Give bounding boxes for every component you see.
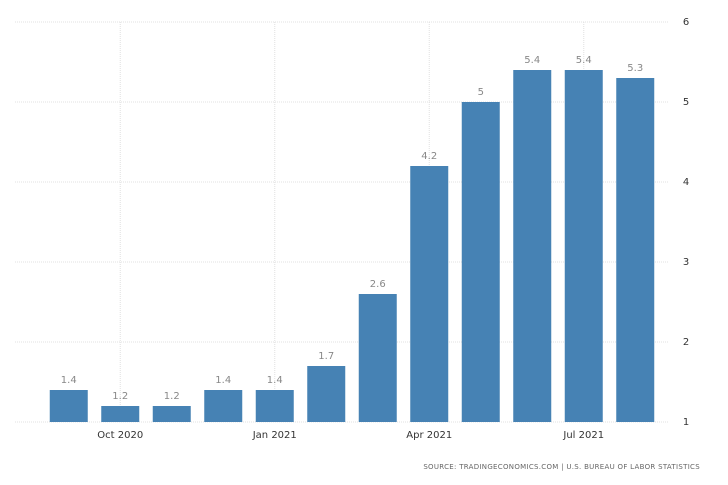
value-label: 1.4	[215, 375, 231, 386]
bar	[101, 406, 140, 422]
value-label: 1.2	[164, 391, 180, 402]
value-label: 5.4	[524, 55, 540, 66]
bar	[513, 70, 552, 422]
value-label: 5	[478, 87, 484, 98]
x-tick-label: Jul 2021	[562, 430, 604, 441]
y-tick-label: 6	[683, 17, 689, 28]
value-label: 1.4	[61, 375, 77, 386]
source: SOURCE: TRADINGECONOMICS.COM | U.S. BURE…	[423, 463, 700, 471]
bar	[255, 390, 294, 422]
bar	[461, 102, 500, 422]
y-tick-label: 5	[683, 97, 689, 108]
value-label: 1.2	[112, 391, 128, 402]
value-label: 5.3	[627, 63, 643, 74]
bar	[49, 390, 88, 422]
value-label: 5.4	[576, 55, 592, 66]
y-tick-label: 3	[683, 257, 689, 268]
bar	[204, 390, 243, 422]
x-tick-label: Oct 2020	[97, 430, 143, 441]
bar	[410, 166, 449, 422]
bar	[564, 70, 603, 422]
value-label: 4.2	[421, 151, 437, 162]
value-label: 1.7	[318, 351, 334, 362]
value-label: 2.6	[370, 279, 386, 290]
y-tick-label: 4	[683, 177, 689, 188]
x-tick-label: Jan 2021	[252, 430, 297, 441]
y-tick-label: 2	[683, 337, 689, 348]
y-tick-label: 1	[683, 417, 689, 428]
bar	[152, 406, 191, 422]
x-tick-label: Apr 2021	[406, 430, 452, 441]
bar	[616, 78, 655, 422]
bar	[307, 366, 346, 422]
bar	[358, 294, 397, 422]
value-label: 1.4	[267, 375, 283, 386]
